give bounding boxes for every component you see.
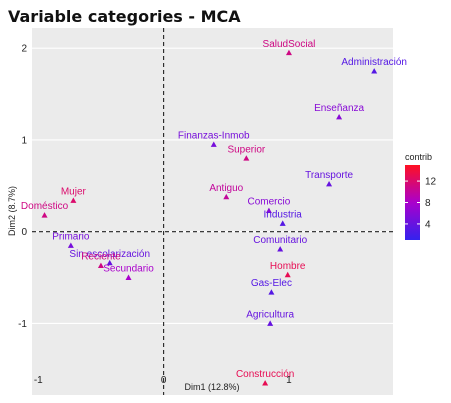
- point-label: Gas-Elec: [251, 278, 292, 289]
- point-label: Enseñanza: [314, 103, 364, 114]
- point-label: Mujer: [61, 186, 87, 197]
- point-marker: [106, 259, 113, 266]
- color-legend: contrib 4 8 12: [405, 152, 437, 240]
- point-label: Reciente: [81, 252, 121, 263]
- point-label: Comunitario: [253, 235, 307, 246]
- point-marker: [67, 242, 74, 248]
- point-label: Hombre: [270, 261, 306, 272]
- x-tick-label: 0: [161, 375, 167, 386]
- point-marker: [223, 193, 230, 200]
- legend-colorbar: [405, 165, 420, 240]
- point-marker: [267, 320, 274, 326]
- point-marker: [97, 262, 104, 269]
- legend-tick-label: 12: [425, 177, 437, 188]
- point-marker: [371, 68, 378, 74]
- legend-tick-label: 8: [425, 198, 431, 209]
- point-marker: [285, 49, 292, 56]
- point-label: Secundario: [103, 264, 154, 275]
- point-marker: [268, 289, 275, 295]
- point-label: Transporte: [305, 170, 353, 181]
- points-layer: [41, 49, 378, 386]
- point-marker: [336, 113, 343, 120]
- point-marker: [279, 220, 286, 226]
- point-label: Sin escolarización: [69, 249, 150, 260]
- point-marker: [284, 271, 291, 278]
- point-label: SaludSocial: [263, 39, 316, 50]
- point-marker: [41, 212, 48, 218]
- x-tick-label: 1: [286, 375, 292, 386]
- y-tick-label: -1: [18, 319, 27, 330]
- point-label: Finanzas-Inmob: [178, 131, 250, 142]
- gridlines: [32, 47, 393, 324]
- x-tick-label: -1: [34, 375, 43, 386]
- point-label: Administración: [341, 57, 407, 68]
- y-tick-label: 0: [21, 227, 27, 238]
- legend-ticks: 4 8 12: [405, 177, 437, 230]
- point-marker: [125, 274, 132, 280]
- reference-lines: [32, 28, 393, 395]
- legend-tick-label: 4: [425, 219, 431, 230]
- y-tick-label: 1: [21, 135, 27, 146]
- plot-panel: [32, 28, 393, 395]
- point-marker: [243, 155, 250, 161]
- point-label: Superior: [227, 144, 265, 155]
- point-label: Comercio: [248, 197, 291, 208]
- point-label: Agricultura: [246, 309, 294, 320]
- point-label: Doméstico: [21, 201, 69, 212]
- point-labels-layer: SaludSocial Administración Enseñanza Finanz…: [21, 39, 407, 380]
- y-tick-labels: -1 0 1 2: [18, 44, 27, 330]
- y-tick-label: 2: [21, 44, 27, 55]
- point-marker: [277, 246, 284, 252]
- legend-title: contrib: [405, 152, 432, 162]
- point-marker: [265, 207, 272, 213]
- point-marker: [326, 180, 333, 187]
- point-marker: [70, 197, 77, 203]
- point-marker: [262, 380, 269, 386]
- chart-title: Variable categories - MCA: [8, 7, 241, 26]
- point-label: Antiguo: [209, 183, 243, 194]
- x-tick-labels: -1 0 1: [34, 375, 292, 386]
- point-label: Construcción: [236, 369, 294, 380]
- point-label: Industria: [264, 209, 303, 220]
- x-axis-label: Dim1 (12.8%): [184, 382, 239, 392]
- point-marker: [210, 141, 217, 147]
- y-axis-label: Dim2 (8.7%): [7, 186, 17, 236]
- point-label: Primario: [52, 231, 90, 242]
